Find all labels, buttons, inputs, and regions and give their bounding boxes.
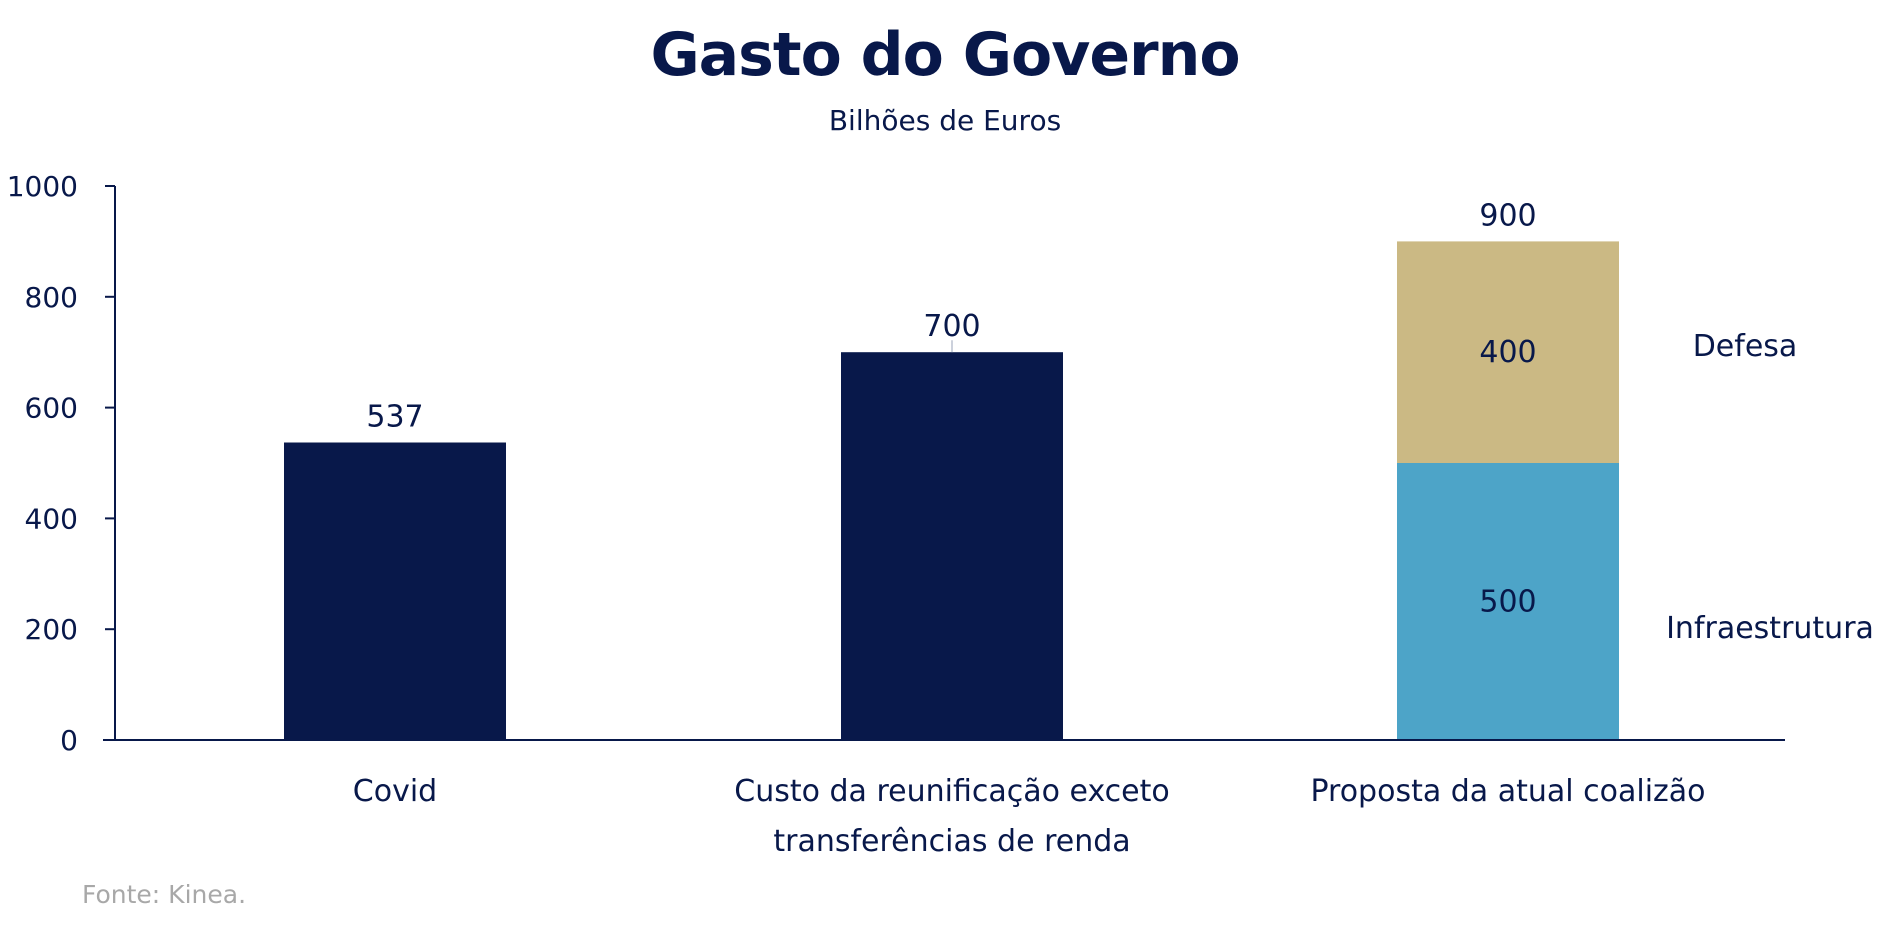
- bar-segment-defesa: [1397, 241, 1619, 463]
- chart-title: Gasto do Governo: [650, 20, 1240, 90]
- series-label-infraestrutura: Infraestrutura: [1666, 611, 1874, 646]
- x-category-label: transferências de renda: [773, 824, 1130, 859]
- x-category-label: Proposta da atual coalizão: [1310, 774, 1705, 809]
- bar-segment-infraestrutura: [1397, 463, 1619, 740]
- chart-subtitle: Bilhões de Euros: [828, 104, 1062, 137]
- bar: [284, 442, 506, 740]
- y-tick-label: 200: [25, 613, 78, 646]
- bar-total-label: 900: [1479, 198, 1536, 233]
- y-tick-label: 400: [25, 502, 78, 535]
- y-tick-label: 1000: [7, 170, 78, 203]
- y-tick-label: 0: [60, 724, 78, 757]
- source-note: Fonte: Kinea.: [82, 880, 247, 909]
- segment-value-label: 400: [1479, 335, 1536, 370]
- x-category-label: Covid: [353, 774, 437, 809]
- y-tick-label: 600: [25, 392, 78, 425]
- segment-value-label: 500: [1479, 585, 1536, 620]
- series-label-defesa: Defesa: [1693, 329, 1798, 364]
- bar-total-label: 537: [366, 400, 423, 435]
- bar-total-label: 700: [923, 309, 980, 344]
- y-tick-label: 800: [25, 281, 78, 314]
- x-category-label: Custo da reunificação exceto: [734, 774, 1169, 809]
- bar: [841, 352, 1063, 740]
